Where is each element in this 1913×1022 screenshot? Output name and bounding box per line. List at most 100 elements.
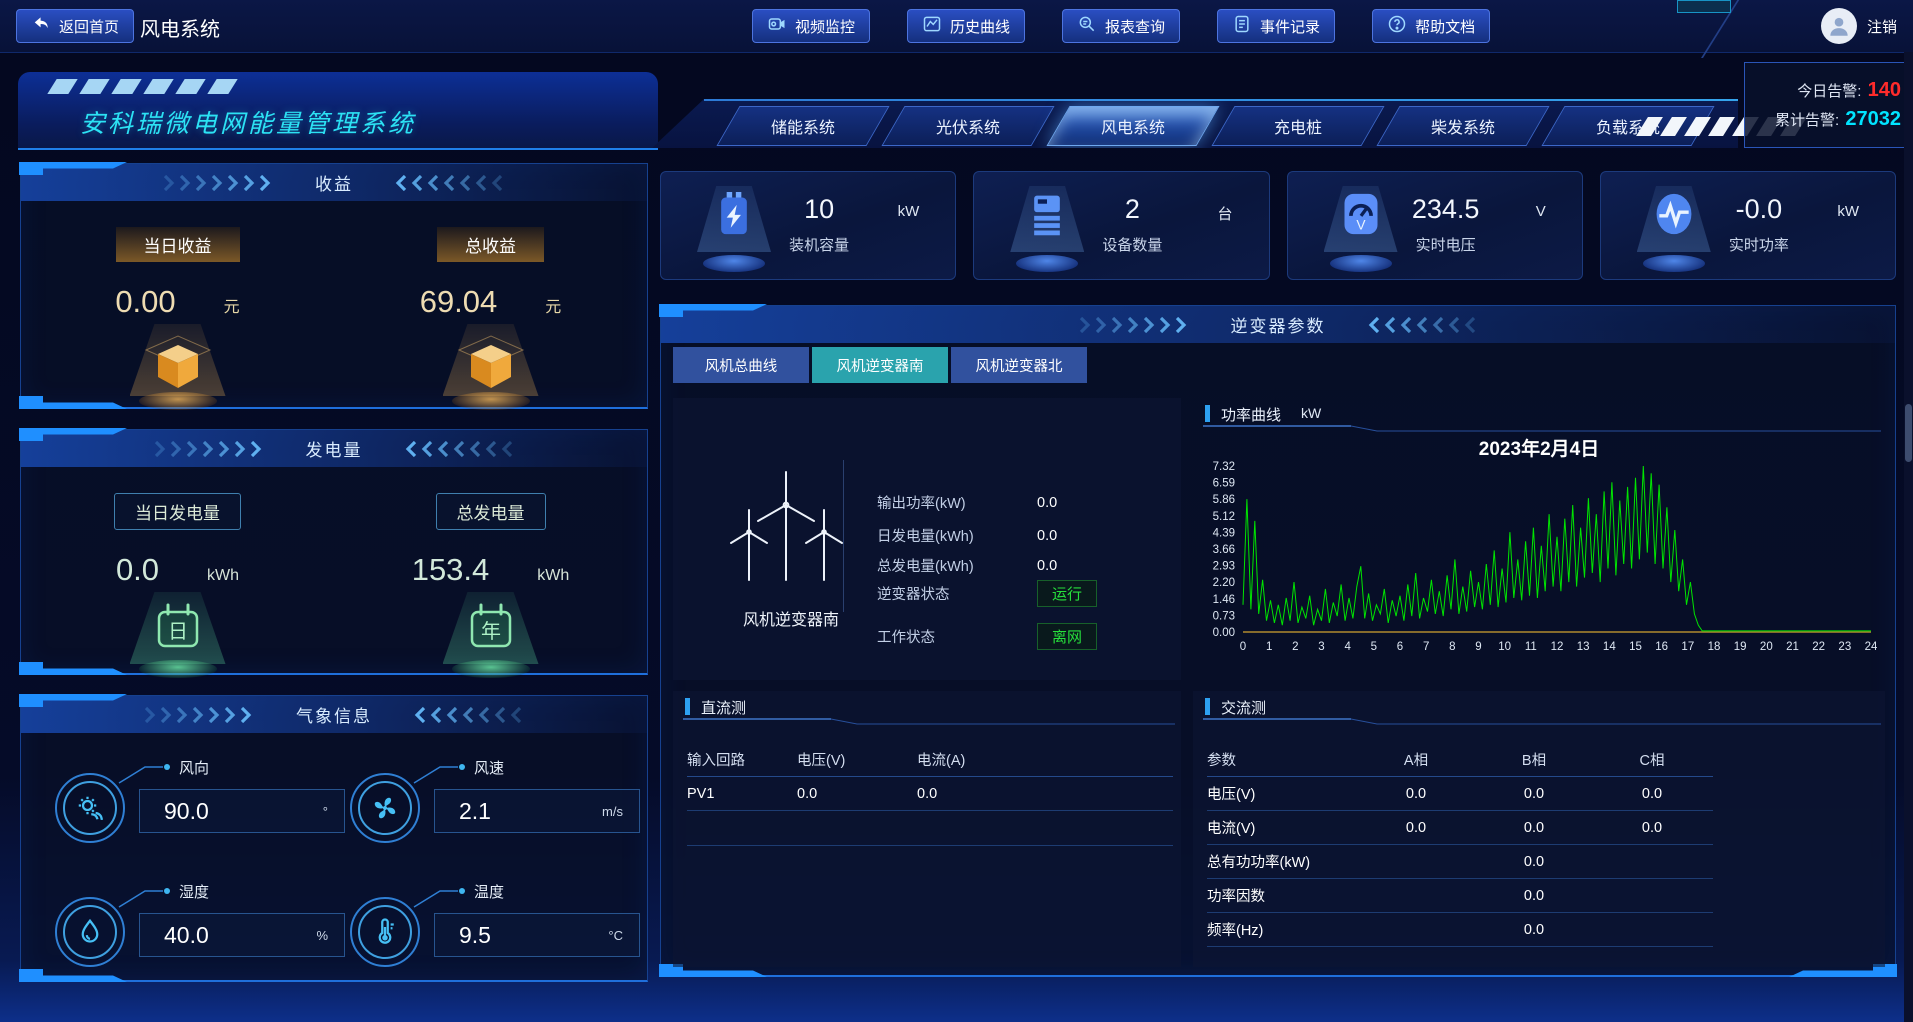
daily-generation-value: 0.0: [115, 552, 160, 587]
temperature-value: 9.5: [459, 921, 491, 948]
param-row: 总发电量(kWh) 0.0: [877, 555, 1057, 576]
chart-date-title: 2023年2月4日: [1478, 439, 1600, 460]
tab-fan-total-curve[interactable]: 风机总曲线: [673, 347, 809, 383]
param-label: 总发电量(kWh): [877, 559, 974, 575]
device-name: 风机逆变器南: [742, 612, 839, 629]
report-query-button[interactable]: 报表查询: [1062, 9, 1181, 43]
system-title: 安科瑞微电网能量管理系统: [80, 111, 417, 138]
inverter-detail: 风机逆变器南 输出功率(kW) 0.0 日发电量(kWh) 0.0 总发电量(k…: [673, 398, 1181, 680]
tab-label: 风电系统: [1100, 120, 1165, 137]
realtime-voltage-unit: V: [1535, 203, 1546, 220]
installed-capacity-label: 装机容量: [789, 237, 850, 254]
video-icon: [767, 14, 787, 38]
section-bar-icon: [1205, 698, 1210, 715]
dc-section: 直流测 输入回路 电压(V) 电流(A) PV1 0.0 0.0: [673, 691, 1181, 967]
weather-panel: 气象信息 风向 90.0 ° 风速: [20, 695, 648, 982]
svg-text:3: 3: [1318, 641, 1324, 653]
gold-cube-icon: [449, 332, 533, 396]
event-record-button[interactable]: 事件记录: [1217, 9, 1336, 43]
topbar: 返回首页 风电系统 视频监控 历史曲线 报表查询 事件记录 帮助文档: [0, 0, 1913, 58]
param-row: 日发电量(kWh) 0.0: [877, 525, 1057, 546]
power-curve-title: 功率曲线: [1221, 407, 1282, 424]
total-generation-unit: kWh: [537, 567, 570, 584]
nav-button-label: 事件记录: [1260, 18, 1321, 36]
param-row: 输出功率(kW) 0.0: [877, 492, 1057, 513]
wind-speed-label: 风速: [474, 760, 505, 777]
tab-fan-inverter-south[interactable]: 风机逆变器南: [812, 347, 948, 383]
svg-text:年: 年: [481, 620, 501, 643]
svg-text:V: V: [1356, 218, 1366, 233]
total-generation-value: 153.4: [411, 552, 490, 587]
revenue-panel-header: 收益: [21, 164, 647, 201]
ac-cell: 0.0: [1523, 819, 1545, 836]
svg-text:17: 17: [1681, 641, 1694, 653]
back-home-label: 返回首页: [59, 18, 120, 36]
table-row: 总有功功率(kW) 0.0: [1207, 845, 1713, 879]
table-row: 功率因数 0.0: [1207, 879, 1713, 913]
svg-text:5: 5: [1371, 641, 1377, 653]
weather-panel-header: 气象信息: [21, 696, 647, 733]
scrollbar-thumb[interactable]: [1905, 404, 1912, 462]
param-value: 0.0: [1037, 527, 1058, 544]
connector-line: [413, 888, 465, 908]
tab-label: 储能系统: [770, 120, 835, 137]
page-title: 风电系统: [140, 19, 220, 41]
temperature-label: 温度: [474, 884, 505, 901]
table-row: 电压(V) 0.0 0.0 0.0: [1207, 777, 1713, 811]
search-icon: [1077, 14, 1097, 38]
ac-cell: 0.0: [1523, 853, 1545, 870]
stat-cards: 10 kW 装机容量 2 台 设备数量 V 234.5 V 实时电压 -0.0: [660, 171, 1896, 280]
device-count-unit: 台: [1217, 206, 1233, 223]
ac-cell: 功率因数: [1207, 889, 1265, 905]
svg-text:2.93: 2.93: [1213, 561, 1235, 573]
inverter-status-badge: 运行: [1037, 580, 1097, 607]
top-edge-decoration: [1677, 0, 1731, 13]
status-label: 工作状态: [877, 630, 935, 646]
chevrons-right-icon: [154, 441, 272, 457]
history-curve-button[interactable]: 历史曲线: [907, 9, 1026, 43]
nav-button-label: 视频监控: [795, 18, 856, 36]
video-monitor-button[interactable]: 视频监控: [752, 9, 871, 43]
svg-text:20: 20: [1760, 641, 1773, 653]
connector-line: [118, 764, 170, 784]
system-tab-strip: 储能系统 光伏系统 风电系统 充电桩 柴发系统 负载系统: [652, 99, 1738, 148]
tab-charging-pile[interactable]: 充电桩: [1211, 106, 1385, 146]
tab-photovoltaic[interactable]: 光伏系统: [881, 106, 1055, 146]
tab-fan-inverter-north[interactable]: 风机逆变器北: [951, 347, 1087, 383]
wind-direction-label: 风向: [179, 760, 210, 777]
avatar[interactable]: [1820, 8, 1857, 44]
param-label: 日发电量(kWh): [877, 529, 974, 545]
svg-text:5.12: 5.12: [1213, 511, 1235, 523]
tab-label: 充电桩: [1273, 120, 1322, 137]
temperature-box: 9.5 °C: [434, 913, 640, 957]
inverter-panel: 逆变器参数 风机总曲线 风机逆变器南 风机逆变器北 风机逆变器南 输出功率(kW…: [660, 305, 1896, 977]
svg-text:15: 15: [1629, 641, 1642, 653]
dc-col-header: 输入回路: [687, 753, 745, 769]
tab-diesel[interactable]: 柴发系统: [1376, 106, 1550, 146]
installed-capacity-unit: kW: [897, 203, 920, 220]
chevrons-left-icon: [1360, 317, 1478, 333]
humidity-value: 40.0: [164, 921, 209, 948]
tab-wind-power[interactable]: 风电系统: [1046, 106, 1220, 146]
svg-text:24: 24: [1865, 641, 1877, 653]
svg-text:2: 2: [1292, 641, 1298, 653]
alarm-total-label: 累计告警:: [1775, 112, 1840, 129]
tab-energy-storage[interactable]: 储能系统: [716, 106, 890, 146]
status-row: 逆变器状态 运行: [877, 580, 1097, 607]
help-docs-button[interactable]: 帮助文档: [1372, 9, 1491, 43]
back-home-button[interactable]: 返回首页: [16, 9, 135, 43]
realtime-power-value: -0.0: [1735, 194, 1783, 224]
banner: 安科瑞微电网能量管理系统: [18, 72, 658, 150]
ac-cell: 频率(Hz): [1207, 923, 1264, 939]
total-generation-block: 总发电量 153.4 kWh 年: [334, 467, 647, 678]
battery-icon: [721, 192, 747, 235]
section-underline: [1203, 425, 1881, 432]
logout-button[interactable]: 注销: [1866, 18, 1897, 36]
ac-cell: 0.0: [1523, 887, 1545, 904]
wind-speed-item: 风速 2.1 m/s: [338, 753, 640, 853]
document-icon: [1232, 14, 1252, 38]
system-tabs: 储能系统 光伏系统 风电系统 充电桩 柴发系统 负载系统: [716, 106, 1715, 146]
total-generation-label: 总发电量: [435, 493, 546, 530]
connector-line: [118, 888, 170, 908]
svg-text:4: 4: [1344, 641, 1351, 653]
